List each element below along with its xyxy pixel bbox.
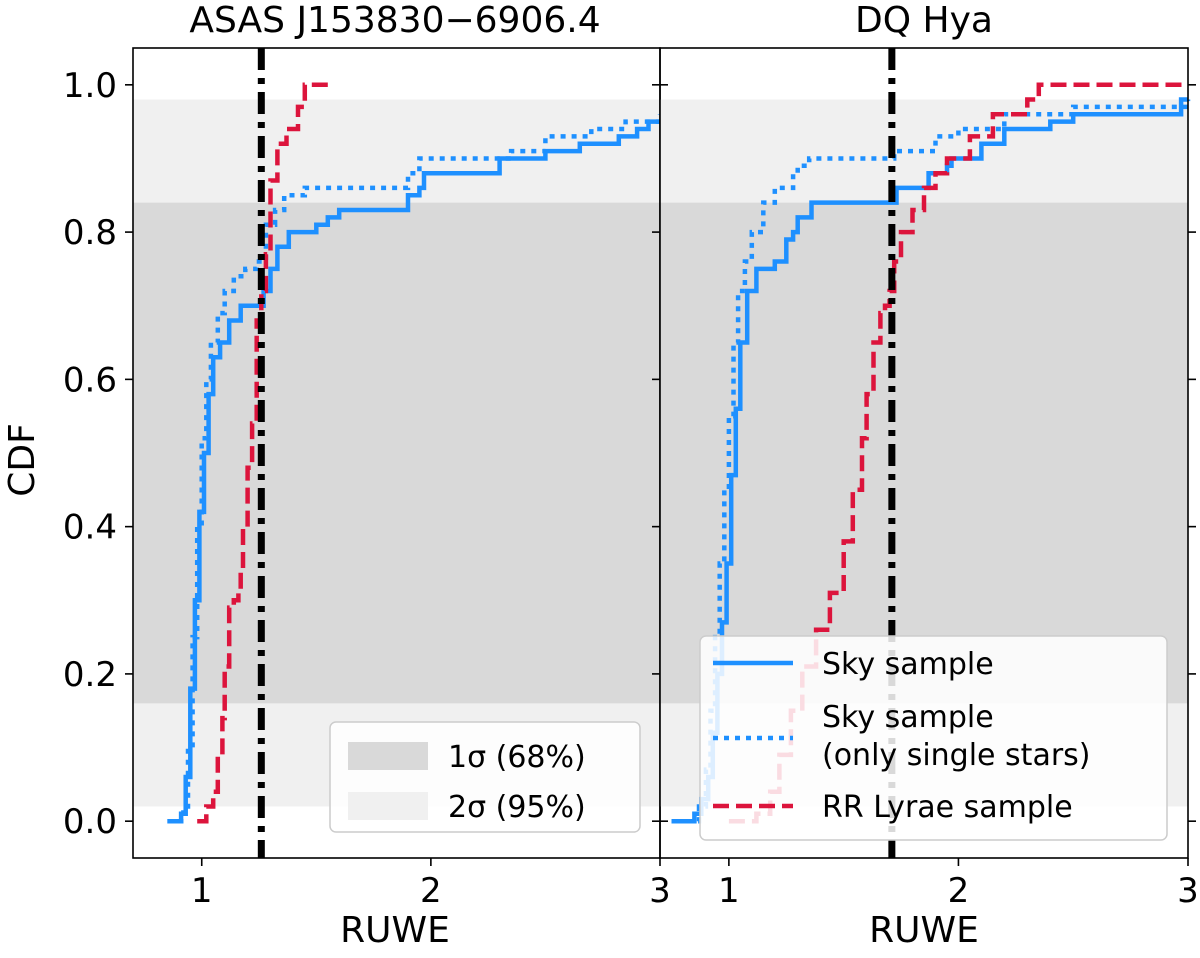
plot-frame xyxy=(659,47,1189,859)
y-tick-label: 1.0 xyxy=(63,66,117,106)
legend-label-sky-single-line2: (only single stars) xyxy=(822,738,1091,773)
legend-label-sky-single: Sky sample xyxy=(822,700,994,735)
right-panel-title: DQ Hya xyxy=(855,0,993,41)
y-axis-label: CDF xyxy=(2,423,43,497)
series-line-series-2 xyxy=(197,82,333,824)
x-tick-label: 2 xyxy=(420,871,442,911)
left-panel: 0.0 0.2 0.4 0.6 0.8 1.0 1 2 3 xyxy=(63,47,671,911)
legend-swatch-2sigma xyxy=(348,792,428,820)
legend-label-1sigma: 1σ (68%) xyxy=(448,740,586,775)
confidence-band-1sigma xyxy=(133,202,660,704)
x-tick-label: 1 xyxy=(718,871,740,911)
series-line-rr-lyrae-sample xyxy=(728,82,1188,824)
y-tick-label: 0.0 xyxy=(63,802,117,842)
confidence-band-1sigma xyxy=(660,202,1188,704)
y-tick-label: 0.4 xyxy=(63,508,117,548)
x-tick-label: 3 xyxy=(1177,871,1199,911)
right-x-axis-label: RUWE xyxy=(869,910,979,951)
right-legend-box xyxy=(699,635,1168,841)
legend-label-sky-sample: Sky sample xyxy=(822,647,994,682)
x-tick-label: 2 xyxy=(948,871,970,911)
x-tick-label: 1 xyxy=(191,871,213,911)
right-legend: Sky sample Sky sample (only single stars… xyxy=(699,635,1168,841)
series-line-series-1 xyxy=(167,114,663,824)
y-tick-label: 0.2 xyxy=(63,655,117,695)
left-panel-title: ASAS J153830−6906.4 xyxy=(189,0,600,41)
left-x-axis-label: RUWE xyxy=(340,910,450,951)
left-legend: 1σ (68%) 2σ (95%) xyxy=(329,721,641,833)
series-line-series-0 xyxy=(167,119,660,824)
x-tick-label: 3 xyxy=(649,871,671,911)
legend-label-2sigma: 2σ (95%) xyxy=(448,790,586,825)
legend-label-rr-lyrae: RR Lyrae sample xyxy=(822,790,1073,825)
y-tick-label: 0.8 xyxy=(63,213,117,253)
y-tick-label: 0.6 xyxy=(63,360,117,400)
legend-swatch-1sigma xyxy=(348,742,428,770)
